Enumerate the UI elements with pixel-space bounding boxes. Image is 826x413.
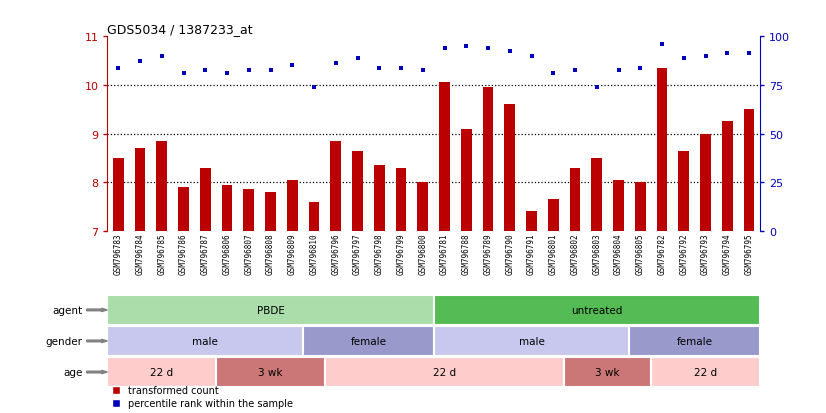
Text: female: female	[350, 336, 387, 346]
Text: GDS5034 / 1387233_at: GDS5034 / 1387233_at	[107, 23, 253, 36]
Point	[525, 53, 539, 60]
Bar	[244, 190, 254, 231]
Point	[242, 68, 255, 74]
Point	[743, 51, 756, 57]
Text: male: male	[192, 336, 218, 346]
Text: 3 wk: 3 wk	[259, 367, 282, 377]
Bar	[107, 357, 216, 387]
Bar	[265, 192, 276, 231]
Point	[155, 53, 169, 60]
Bar	[309, 202, 320, 231]
Text: agent: agent	[53, 305, 83, 315]
Bar	[635, 183, 646, 231]
Point	[177, 70, 190, 77]
Bar	[287, 180, 297, 231]
Bar	[156, 142, 167, 231]
Bar	[564, 357, 651, 387]
Bar	[505, 105, 515, 231]
Point	[307, 85, 320, 91]
Point	[460, 43, 473, 50]
Bar	[629, 326, 760, 356]
Bar	[417, 183, 428, 231]
Point	[634, 65, 647, 72]
Point	[221, 70, 234, 77]
Point	[656, 41, 669, 48]
Bar	[113, 159, 124, 231]
Bar	[482, 88, 493, 231]
Bar	[434, 295, 760, 325]
Bar	[548, 200, 558, 231]
Point	[699, 53, 712, 60]
Bar	[330, 142, 341, 231]
Point	[677, 56, 691, 62]
Bar	[107, 295, 434, 325]
Point	[395, 65, 408, 72]
Point	[264, 68, 278, 74]
Point	[438, 46, 451, 52]
Point	[286, 63, 299, 69]
Bar	[221, 185, 232, 231]
Bar	[396, 168, 406, 231]
Text: 22 d: 22 d	[433, 367, 456, 377]
Text: male: male	[519, 336, 544, 346]
Bar	[434, 326, 629, 356]
Text: 22 d: 22 d	[150, 367, 173, 377]
Bar	[352, 151, 363, 231]
Bar	[325, 357, 564, 387]
Bar	[657, 69, 667, 231]
Bar	[722, 122, 733, 231]
Bar	[651, 357, 760, 387]
Bar	[200, 168, 211, 231]
Point	[112, 65, 125, 72]
Bar	[526, 212, 537, 231]
Bar	[374, 166, 385, 231]
Bar	[570, 168, 581, 231]
Bar	[439, 83, 450, 231]
Legend: transformed count, percentile rank within the sample: transformed count, percentile rank withi…	[112, 385, 292, 408]
Bar	[613, 180, 624, 231]
Text: female: female	[676, 336, 713, 346]
Text: 22 d: 22 d	[694, 367, 717, 377]
Point	[416, 68, 430, 74]
Point	[612, 68, 625, 74]
Text: untreated: untreated	[571, 305, 623, 315]
Bar	[700, 134, 711, 231]
Point	[721, 51, 734, 57]
Point	[591, 85, 604, 91]
Text: age: age	[64, 367, 83, 377]
Text: 3 wk: 3 wk	[596, 367, 620, 377]
Bar	[743, 110, 754, 231]
Bar	[178, 188, 189, 231]
Bar	[678, 151, 689, 231]
Point	[373, 65, 386, 72]
Bar	[216, 357, 325, 387]
Bar	[461, 129, 472, 231]
Point	[351, 56, 364, 62]
Bar	[591, 159, 602, 231]
Bar	[303, 326, 434, 356]
Point	[503, 48, 516, 55]
Point	[199, 68, 212, 74]
Point	[482, 46, 495, 52]
Point	[134, 58, 147, 65]
Text: gender: gender	[45, 336, 83, 346]
Point	[329, 61, 343, 67]
Bar	[135, 149, 145, 231]
Point	[568, 68, 582, 74]
Point	[547, 70, 560, 77]
Text: PBDE: PBDE	[257, 305, 284, 315]
Bar	[107, 326, 303, 356]
